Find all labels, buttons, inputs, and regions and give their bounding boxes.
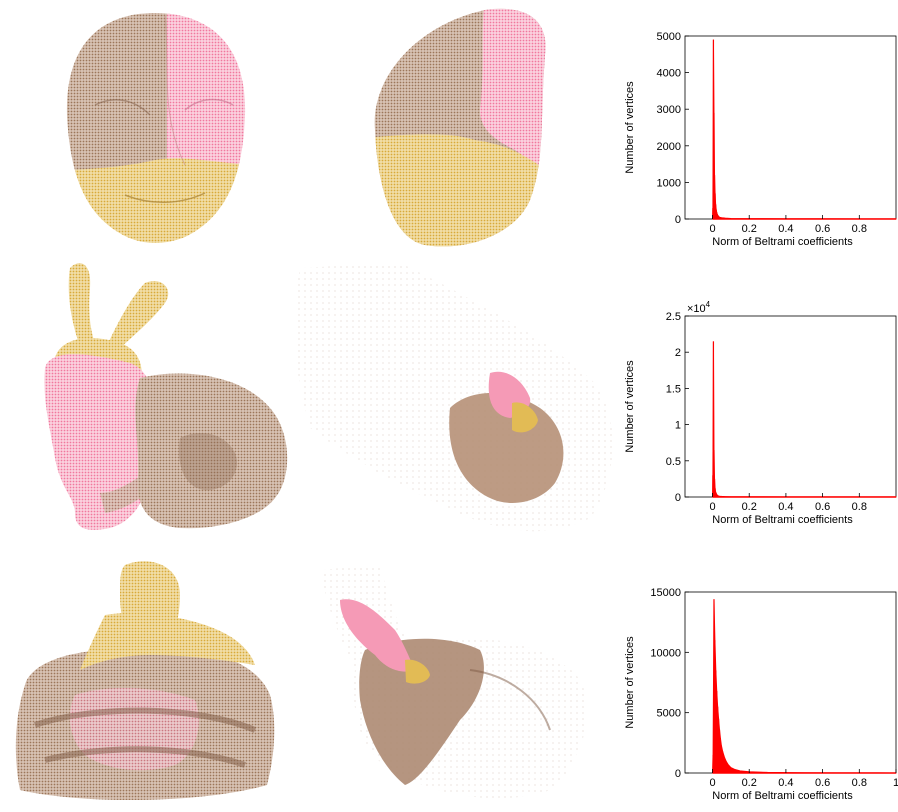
x-tick-label: 0.2 <box>742 777 757 789</box>
face-mesh-panel <box>55 5 255 245</box>
plot-frame <box>684 315 897 498</box>
histogram-panel-1: 0 0.2 0.4 0.6 0.8 0 1000 2000 3000 4000 5000 Norm o… <box>615 20 898 255</box>
bunny-mesh-icon <box>44 263 288 530</box>
y-axis-label: Number of vertices <box>624 360 636 453</box>
face-mesh-icon <box>66 13 246 243</box>
histogram-bars <box>712 599 897 774</box>
y-tick-label: 0 <box>675 768 681 780</box>
exponent-base: ×10 <box>687 303 706 315</box>
buddha-mesh-panel <box>5 555 285 805</box>
bunny-parameterization-icon <box>294 263 613 532</box>
x-tick-label: 0.2 <box>742 223 757 235</box>
y-tick-label: 2000 <box>657 141 681 153</box>
histogram-chart-3: 0 0.2 0.4 0.6 0.8 1 0 5000 10000 15000 Norm of Bel… <box>624 587 898 802</box>
y-tick-label: 10000 <box>650 647 681 659</box>
x-tick-label: 0 <box>709 777 715 789</box>
y-axis-label: Number of vertices <box>624 636 636 729</box>
x-axis-label: Norm of Beltrami coefficients <box>712 514 853 526</box>
x-tick-label: 0 <box>709 223 715 235</box>
x-tick-label: 0.6 <box>815 777 830 789</box>
x-tick-label: 0.8 <box>852 777 867 789</box>
y-axis-exponent: ×104 <box>687 300 711 315</box>
x-axis-label: Norm of Beltrami coefficients <box>712 790 853 802</box>
histogram-panel-2: 0 0.2 0.4 0.6 0.8 0 0.5 1 1.5 2 2.5 Norm of Beltram… <box>615 300 898 535</box>
x-tick-label: 0.2 <box>742 501 757 513</box>
x-tick-label: 0.6 <box>815 501 830 513</box>
buddha-mesh-icon <box>15 561 275 801</box>
x-tick-label: 0.4 <box>778 777 793 789</box>
y-tick-label: 5000 <box>657 708 681 720</box>
face-parameterization-panel <box>345 0 585 255</box>
y-tick-label: 4000 <box>657 68 681 80</box>
x-axis-label: Norm of Beltrami coefficients <box>712 236 853 248</box>
y-tick-label: 0 <box>675 492 681 504</box>
y-tick-label: 0 <box>675 214 681 226</box>
y-tick-label: 2 <box>675 347 681 359</box>
x-tick-label: 0.4 <box>778 223 793 235</box>
x-tick-label: 0 <box>709 501 715 513</box>
bunny-parameterization-panel <box>290 258 630 538</box>
histogram-panel-3: 0 0.2 0.4 0.6 0.8 1 0 5000 10000 15000 Norm of Bel… <box>615 580 898 807</box>
bunny-mesh-panel <box>30 258 295 538</box>
y-tick-label: 1 <box>675 420 681 432</box>
exponent-power: 4 <box>706 300 711 309</box>
buddha-parameterization-icon <box>320 565 587 799</box>
y-tick-label: 1000 <box>657 177 681 189</box>
x-tick-label: 0.6 <box>815 223 830 235</box>
x-tick-label: 1 <box>893 777 898 789</box>
histogram-chart-2: 0 0.2 0.4 0.6 0.8 0 0.5 1 1.5 2 2.5 Norm of Beltram… <box>624 300 897 526</box>
y-tick-label: 5000 <box>657 31 681 43</box>
y-tick-label: 0.5 <box>666 456 681 468</box>
y-tick-label: 2.5 <box>666 311 681 323</box>
plot-frame <box>684 35 897 220</box>
y-tick-label: 1.5 <box>666 383 681 395</box>
x-tick-label: 0.4 <box>778 501 793 513</box>
y-tick-label: 3000 <box>657 104 681 116</box>
histogram-chart-1: 0 0.2 0.4 0.6 0.8 0 1000 2000 3000 4000 5000 Norm o… <box>624 31 897 248</box>
histogram-bars <box>712 341 897 498</box>
x-tick-label: 0.8 <box>852 223 867 235</box>
y-tick-label: 15000 <box>650 587 681 599</box>
y-axis-label: Number of vertices <box>624 81 636 174</box>
histogram-bars <box>712 39 897 220</box>
face-parameterization-icon <box>374 8 546 247</box>
x-tick-label: 0.8 <box>852 501 867 513</box>
buddha-parameterization-panel <box>310 560 620 805</box>
